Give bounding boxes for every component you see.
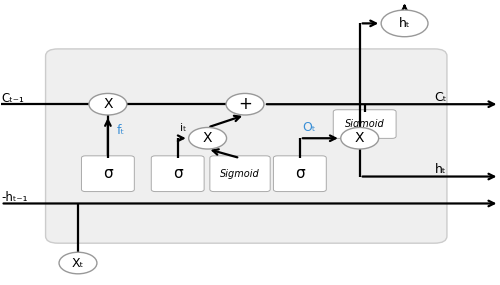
- FancyBboxPatch shape: [46, 49, 447, 243]
- Text: Cₜ: Cₜ: [434, 91, 447, 104]
- FancyBboxPatch shape: [334, 110, 396, 139]
- Text: X: X: [355, 131, 364, 145]
- Circle shape: [188, 127, 226, 149]
- Text: X: X: [103, 97, 113, 111]
- Text: σ: σ: [173, 166, 182, 181]
- FancyBboxPatch shape: [82, 156, 134, 192]
- Text: hₜ: hₜ: [434, 163, 446, 176]
- Text: fₜ: fₜ: [117, 124, 125, 137]
- Text: σ: σ: [295, 166, 304, 181]
- Text: hₜ: hₜ: [399, 17, 410, 30]
- Text: +: +: [238, 95, 252, 113]
- Circle shape: [226, 93, 264, 115]
- Text: σ: σ: [103, 166, 113, 181]
- Circle shape: [59, 252, 97, 274]
- Text: Sigmoid: Sigmoid: [220, 169, 260, 179]
- Text: X: X: [203, 131, 212, 145]
- Circle shape: [340, 127, 378, 149]
- Text: Cₜ₋₁: Cₜ₋₁: [2, 92, 24, 105]
- Text: Sigmoid: Sigmoid: [345, 119, 385, 129]
- Text: -hₜ₋₁: -hₜ₋₁: [2, 191, 28, 204]
- Text: iₜ: iₜ: [180, 123, 186, 133]
- FancyBboxPatch shape: [210, 156, 270, 192]
- FancyBboxPatch shape: [274, 156, 326, 192]
- Text: Xₜ: Xₜ: [72, 256, 84, 270]
- Text: Oₜ: Oₜ: [302, 121, 316, 134]
- FancyBboxPatch shape: [152, 156, 204, 192]
- Circle shape: [89, 93, 127, 115]
- Circle shape: [381, 10, 428, 37]
